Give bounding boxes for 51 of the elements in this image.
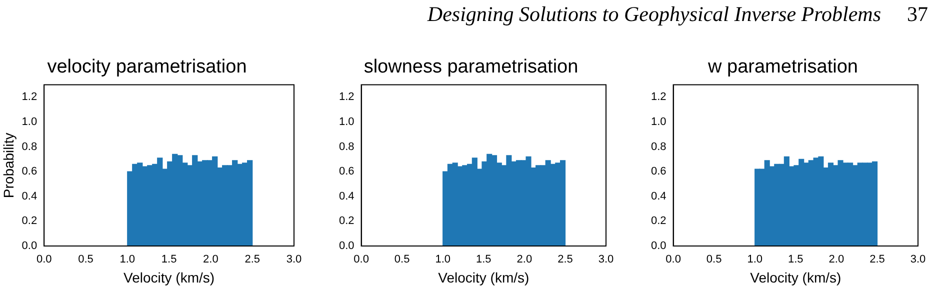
y-tick-label: 0.0 [338,240,354,252]
x-tick-label: 3.0 [286,254,302,266]
x-axis-title: Velocity (km/s) [124,269,215,286]
chart-title: velocity parametrisation [47,56,247,78]
y-tick-label: 0.8 [338,140,354,153]
y-tick-label: 1.2 [650,91,666,104]
x-axis-title: Velocity (km/s) [438,269,530,286]
x-tick-label: 0.5 [706,254,722,266]
y-tick-label: 0.6 [650,166,666,178]
y-tick-label: 1.2 [22,91,38,104]
y-tick-label: 0.0 [650,240,666,252]
y-tick-label: 0.8 [650,140,666,153]
text: Designing Solutions to Geophysical Inverse Problems [427,2,881,27]
x-tick-label: 1.5 [161,254,177,266]
x-tick-label: 0.5 [78,254,94,266]
x-tick-label: 2.0 [516,254,532,266]
y-axis-title: Probability [0,132,16,198]
y-tick-label: 0.2 [338,215,354,228]
y-tick-label: 0.0 [22,240,38,252]
y-tick-label: 0.2 [22,215,38,228]
y-tick-label: 1.2 [338,91,354,104]
chart-title: slowness parametrisation [364,56,578,78]
y-tick-label: 0.4 [22,190,38,202]
y-tick-label: 1.0 [22,116,38,128]
x-tick-label: 2.0 [203,254,218,266]
x-tick-label: 1.5 [788,254,804,266]
y-tick-label: 0.4 [650,190,666,202]
x-tick-label: 1.0 [435,254,451,266]
x-tick-label: 1.0 [120,254,136,266]
y-tick-label: 1.0 [650,116,666,128]
chart-title: w parametrisation [707,56,858,78]
y-tick-label: 0.6 [22,166,38,178]
x-tick-label: 2.5 [558,254,573,266]
x-tick-label: 3.0 [598,254,614,266]
x-tick-label: 1.5 [476,254,492,266]
x-tick-label: 0.0 [666,254,681,266]
x-axis-title: Velocity (km/s) [750,269,842,286]
y-tick-label: 0.8 [22,140,38,153]
x-tick-label: 2.0 [828,254,844,266]
x-tick-label: 0.0 [354,254,369,266]
x-tick-label: 1.0 [747,254,763,266]
x-tick-label: 2.5 [870,254,885,266]
y-tick-label: 0.6 [338,166,354,178]
text: 37 [907,2,928,27]
x-tick-label: 2.5 [244,254,260,266]
y-tick-label: 1.0 [338,116,354,128]
x-tick-label: 0.5 [394,254,410,266]
y-tick-label: 0.4 [338,190,354,202]
y-tick-label: 0.2 [650,215,666,228]
x-tick-label: 0.0 [36,254,52,266]
x-tick-label: 3.0 [910,254,926,266]
